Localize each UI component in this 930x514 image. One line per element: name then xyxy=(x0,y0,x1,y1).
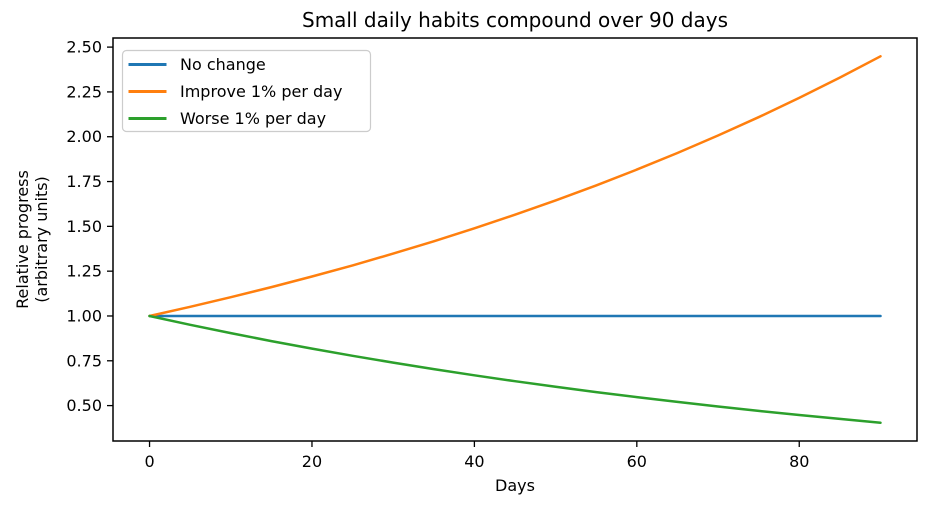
legend-label-improve-1-per-day: Improve 1% per day xyxy=(180,82,342,101)
legend-label-no-change: No change xyxy=(180,55,266,74)
legend-box xyxy=(121,49,372,133)
y-tick-label: 2.00 xyxy=(66,127,102,146)
x-axis-label: Days xyxy=(495,476,535,495)
series-line-improve-1-per-day xyxy=(148,55,882,318)
series-line-worse-1-per-day xyxy=(148,314,882,424)
series-group xyxy=(148,55,882,424)
y-tick-label: 0.50 xyxy=(66,396,102,415)
chart-title: Small daily habits compound over 90 days xyxy=(302,8,728,32)
legend-label-worse-1-per-day: Worse 1% per day xyxy=(180,109,326,128)
legend: No change Improve 1% per day Worse 1% per … xyxy=(121,49,372,133)
x-tick-label: 20 xyxy=(302,452,322,471)
y-tick-label: 1.75 xyxy=(66,172,102,191)
y-tick-label: 1.50 xyxy=(66,217,102,236)
x-tick-label: 0 xyxy=(144,452,154,471)
x-tick-label: 80 xyxy=(789,452,809,471)
y-tick-label: 0.75 xyxy=(66,351,102,370)
y-axis-label-line1: Relative progress xyxy=(13,170,32,309)
x-tick-label: 40 xyxy=(464,452,484,471)
x-axis-ticks: 0 20 40 60 80 xyxy=(144,441,809,471)
x-tick-label: 60 xyxy=(627,452,647,471)
y-axis-ticks: 0.50 0.75 1.00 1.25 1.50 1.75 2.00 2.25 2.50 xyxy=(66,38,113,415)
y-tick-label: 2.25 xyxy=(66,82,102,101)
y-tick-label: 2.50 xyxy=(66,38,102,57)
plot-frame xyxy=(112,37,918,442)
y-axis-label-line2: (arbitrary units) xyxy=(32,176,51,303)
y-tick-label: 1.25 xyxy=(66,262,102,281)
y-tick-label: 1.00 xyxy=(66,306,102,325)
